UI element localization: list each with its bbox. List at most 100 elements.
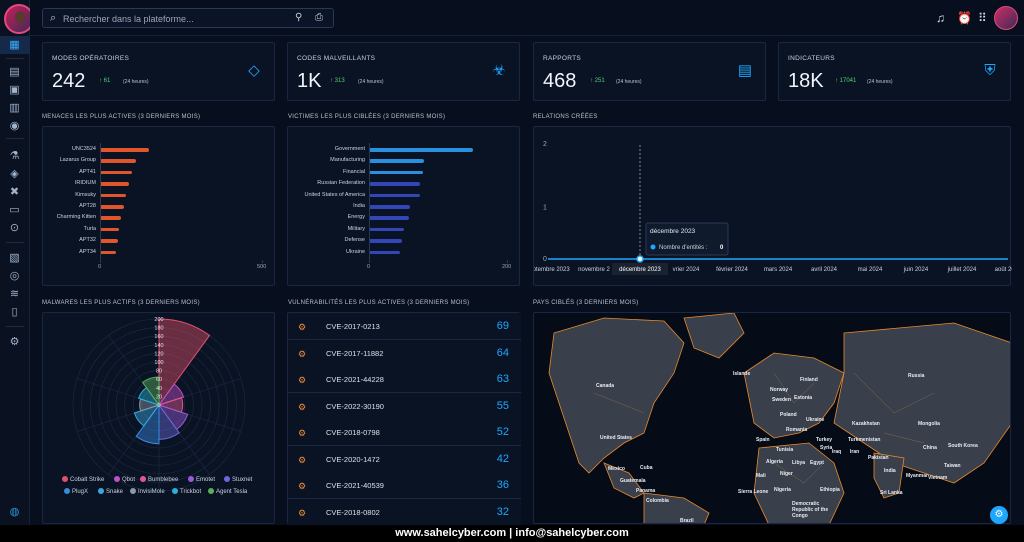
- bar[interactable]: [100, 148, 149, 152]
- cases-icon[interactable]: ▣: [9, 84, 20, 96]
- map-label-taiwan: Taiwan: [944, 463, 961, 469]
- vuln-row[interactable]: ⚙ CVE-2018-0798 52: [288, 419, 521, 446]
- central-america-shape: [603, 462, 645, 499]
- bar[interactable]: [100, 205, 125, 209]
- settings-fab-icon[interactable]: ⚙: [990, 506, 1008, 524]
- folder-icon[interactable]: ▭: [9, 204, 20, 216]
- legend-item[interactable]: Qbot: [114, 476, 135, 483]
- vuln-name: CVE-2022-30190: [326, 401, 384, 411]
- location-icon[interactable]: ⊙: [9, 222, 20, 234]
- globe-icon[interactable]: ◍: [9, 506, 20, 518]
- bar[interactable]: [100, 170, 133, 175]
- stat-card-malware[interactable]: CODES MALVEILLANTS 1K ↑ 313 (24 heures) …: [287, 42, 520, 101]
- database-icon[interactable]: ≋: [9, 288, 20, 300]
- stat-value: 468: [543, 70, 577, 92]
- legend-swatch: [98, 488, 104, 494]
- legend-item[interactable]: Trickbot: [172, 488, 201, 495]
- bar[interactable]: [369, 182, 421, 186]
- legend-item[interactable]: Snake: [98, 488, 123, 495]
- bar[interactable]: [100, 250, 117, 255]
- bar[interactable]: [369, 205, 411, 209]
- vuln-name: CVE-2017-0213: [326, 322, 380, 331]
- apps-grid-icon[interactable]: ⠿: [978, 11, 987, 25]
- document-search-icon[interactable]: ⎙: [315, 12, 323, 23]
- stat-card-operating-modes[interactable]: MODES OPÉRATOIRES 242 ↑ 61 (24 heures) ◇: [42, 42, 275, 101]
- trash-icon[interactable]: ▯: [11, 306, 18, 318]
- stat-label: MODES OPÉRATOIRES: [52, 55, 130, 62]
- bar[interactable]: [369, 193, 421, 198]
- search-box[interactable]: ⌕ ⚲ ⎙: [42, 8, 334, 28]
- bar[interactable]: [100, 182, 130, 186]
- tools-icon[interactable]: ✖: [9, 186, 20, 198]
- layers-icon[interactable]: ◈: [10, 168, 19, 180]
- bar[interactable]: [100, 227, 120, 232]
- radial-tick-label: 100: [154, 360, 163, 366]
- bar[interactable]: [100, 216, 122, 220]
- data-icon[interactable]: ▧: [9, 252, 20, 264]
- observations-icon[interactable]: ◉: [9, 120, 20, 132]
- vuln-row[interactable]: ⚙ CVE-2017-0213 69: [288, 313, 521, 340]
- bell-icon[interactable]: ♫: [936, 11, 945, 25]
- polar-slice[interactable]: [158, 318, 211, 407]
- vuln-row[interactable]: ⚙ CVE-2020-1472 42: [288, 445, 521, 473]
- bar[interactable]: [369, 159, 425, 163]
- vuln-count: 42: [496, 452, 509, 465]
- bar[interactable]: [100, 159, 136, 163]
- polar-slice[interactable]: [133, 404, 161, 427]
- bar[interactable]: [100, 239, 118, 243]
- bar[interactable]: [369, 250, 401, 255]
- analysis-icon[interactable]: ▤: [9, 66, 20, 78]
- map-label-cuba: Cuba: [640, 465, 653, 471]
- bug-icon: ⚙: [298, 375, 307, 385]
- polar-slice[interactable]: [157, 383, 185, 406]
- legend-item[interactable]: PlugX: [64, 488, 88, 495]
- compass-icon[interactable]: ◎: [9, 270, 20, 282]
- events-icon[interactable]: ▥: [9, 102, 20, 114]
- world-map[interactable]: [534, 313, 1011, 524]
- tooltip-value: 0: [720, 245, 724, 251]
- stat-card-indicators[interactable]: INDICATEURS 18K ↑ 17041 (24 heures) ⛨: [778, 42, 1011, 101]
- polar-slice[interactable]: [135, 403, 160, 445]
- legend-item[interactable]: Stuxnet: [224, 476, 252, 483]
- search-input[interactable]: [63, 11, 283, 26]
- user-avatar[interactable]: [994, 6, 1018, 30]
- map-panel[interactable]: Canada United States Mexico Cuba Guatema…: [533, 312, 1011, 524]
- dashboard-icon[interactable]: ▦: [9, 39, 20, 51]
- vuln-row[interactable]: ⚙ CVE-2021-44228 63: [288, 366, 521, 393]
- biohazard-icon: ☣: [492, 62, 506, 79]
- bar[interactable]: [369, 239, 403, 243]
- map-label-sri-lanka: Sri Lanka: [880, 490, 903, 496]
- africa-shape: [753, 442, 845, 523]
- stat-label: RAPPORTS: [543, 55, 582, 62]
- bar[interactable]: [369, 227, 404, 232]
- greenland-shape: [683, 313, 745, 359]
- stat-card-reports[interactable]: RAPPORTS 468 ↑ 251 (24 heures) ▤: [533, 42, 766, 101]
- legend-item[interactable]: Cobalt Strike: [62, 476, 104, 483]
- bar[interactable]: [100, 193, 126, 198]
- vuln-count: 64: [496, 346, 509, 359]
- polar-slice[interactable]: [141, 376, 160, 407]
- bar-label: APT34: [79, 248, 96, 255]
- avatar[interactable]: [4, 4, 34, 34]
- data-point[interactable]: [636, 255, 644, 263]
- relations-title: RELATIONS CRÉÉES: [533, 114, 598, 120]
- india-shape: [873, 452, 905, 499]
- bar[interactable]: [369, 148, 473, 152]
- bar[interactable]: [369, 170, 423, 175]
- vuln-row[interactable]: ⚙ CVE-2018-0802 32: [288, 498, 521, 526]
- bug-icon: ⚙: [298, 481, 307, 491]
- alarm-icon[interactable]: ⏰: [957, 11, 972, 25]
- legend-item[interactable]: Agent Tesla: [208, 488, 247, 495]
- vuln-row[interactable]: ⚙ CVE-2021-40539 36: [288, 472, 521, 499]
- map-label-ethiopia: Ethiopia: [820, 487, 840, 493]
- microscope-icon[interactable]: ⚲: [295, 12, 303, 23]
- vuln-row[interactable]: ⚙ CVE-2022-30190 55: [288, 392, 521, 420]
- map-label-south-korea: South Korea: [948, 443, 978, 449]
- settings-icon[interactable]: ⚙: [9, 336, 20, 348]
- legend-item[interactable]: InvisiMole: [130, 488, 165, 495]
- flask-icon[interactable]: ⚗: [9, 150, 20, 162]
- bar[interactable]: [369, 216, 410, 220]
- vuln-row[interactable]: ⚙ CVE-2017-11882 64: [288, 339, 521, 367]
- legend-item[interactable]: Bumblebee: [140, 476, 178, 483]
- legend-item[interactable]: Emotet: [188, 476, 215, 483]
